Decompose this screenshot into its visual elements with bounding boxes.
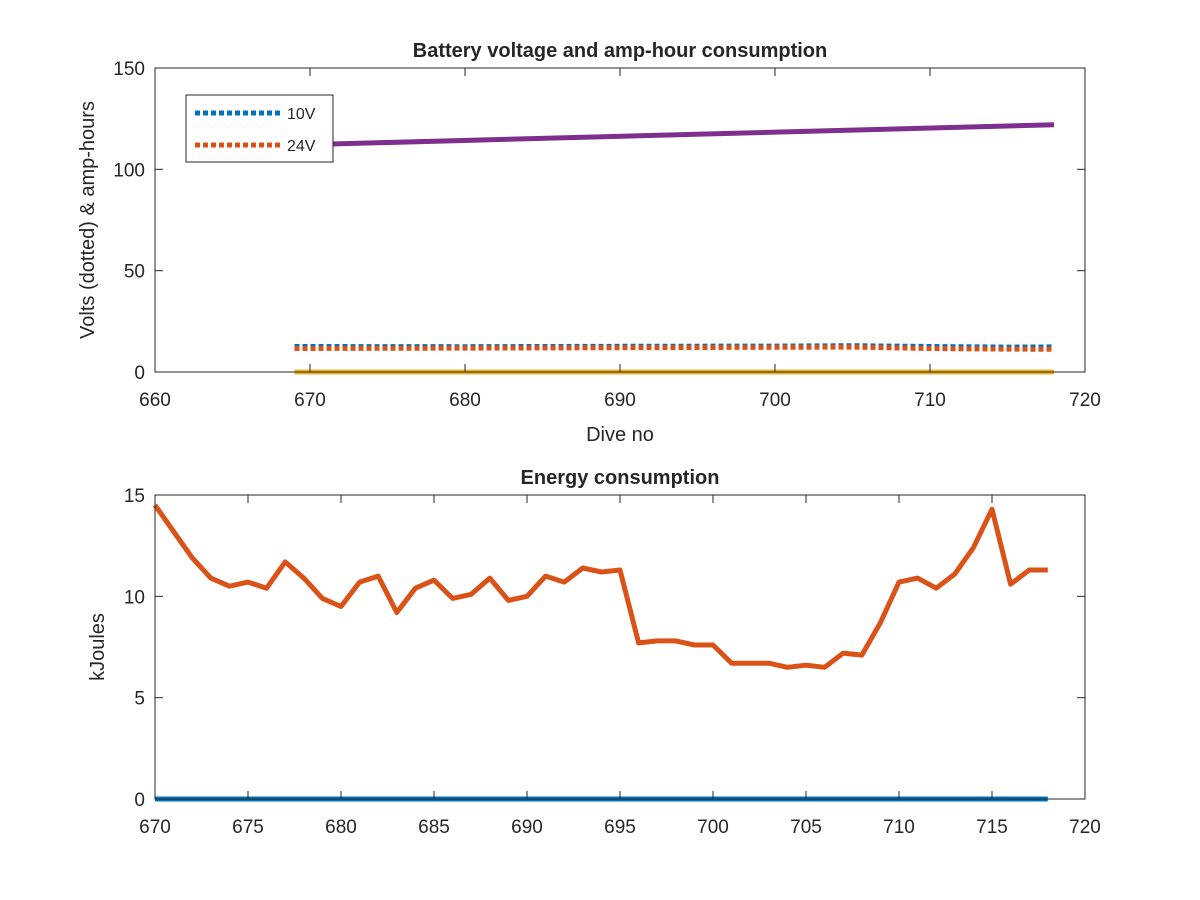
legend-label-24v: 24V — [287, 138, 316, 155]
series-group — [152, 503, 1048, 802]
y-tick-label: 0 — [134, 363, 145, 384]
x-tick-label: 685 — [418, 817, 450, 838]
legend-box — [185, 94, 334, 163]
x-tick-label: 700 — [759, 390, 791, 411]
x-tick-label: 680 — [449, 390, 481, 411]
chart-title: Energy consumption — [521, 467, 720, 489]
y-tick-label: 100 — [113, 160, 145, 181]
x-tick-label: 700 — [697, 817, 729, 838]
x-tick-label: 675 — [232, 817, 264, 838]
y-tick-label: 0 — [134, 790, 145, 811]
x-tick-label: 680 — [325, 817, 357, 838]
energy-chart: Energy consumption 670 675 680 685 690 695 700… — [87, 467, 1101, 838]
series-group — [294, 122, 1055, 375]
x-tick-label: 705 — [790, 817, 822, 838]
y-tick-label: 5 — [134, 689, 145, 710]
x-tick-label: 660 — [139, 390, 171, 411]
y-tick-label: 10 — [124, 587, 145, 608]
x-tick-label: 690 — [604, 390, 636, 411]
axes-box — [154, 494, 1086, 800]
series-line-24v — [294, 344, 1055, 352]
x-tick-label: 690 — [511, 817, 543, 838]
y-axis-label: kJoules — [87, 613, 109, 681]
tick-group: 660 670 680 690 700 710 720 0 50 100 150 — [113, 59, 1101, 411]
series-line-2 — [294, 122, 1055, 148]
y-tick-label: 150 — [113, 59, 145, 80]
battery-chart: Battery voltage and amp-hour consumption… — [77, 40, 1101, 446]
x-axis-label: Dive no — [586, 424, 654, 446]
x-tick-label: 720 — [1069, 817, 1101, 838]
legend-label-10v: 10V — [287, 106, 316, 123]
y-tick-label: 15 — [124, 486, 145, 507]
x-tick-label: 720 — [1069, 390, 1101, 411]
chart-title: Battery voltage and amp-hour consumption — [413, 40, 827, 62]
y-tick-label: 50 — [124, 262, 145, 283]
series-line-0 — [152, 503, 1048, 670]
x-tick-label: 695 — [604, 817, 636, 838]
x-tick-label: 670 — [139, 817, 171, 838]
x-tick-label: 710 — [914, 390, 946, 411]
x-tick-label: 670 — [294, 390, 326, 411]
tick-group: 670 675 680 685 690 695 700 705 710 715 720 0 5 10 15 — [124, 486, 1101, 838]
x-tick-label: 710 — [883, 817, 915, 838]
y-axis-label: Volts (dotted) & amp-hours — [77, 101, 99, 339]
legend: 10V 24V — [185, 94, 334, 163]
x-tick-label: 715 — [976, 817, 1008, 838]
